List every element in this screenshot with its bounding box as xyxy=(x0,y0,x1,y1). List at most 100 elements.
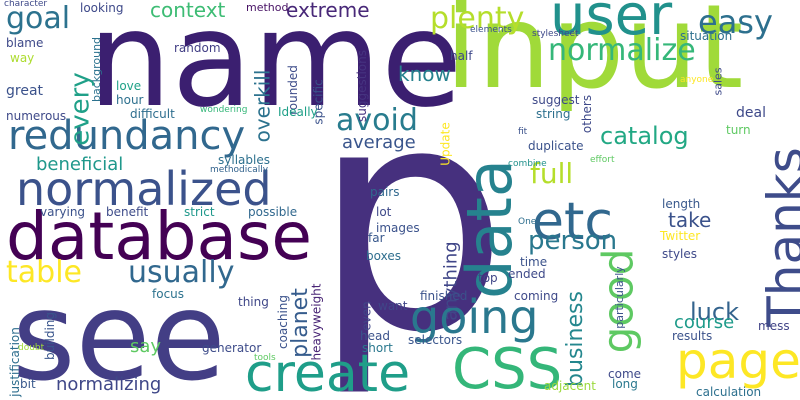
word: come xyxy=(608,367,642,381)
word: top xyxy=(478,271,498,285)
word: suggest xyxy=(532,93,580,107)
word: average xyxy=(342,132,416,153)
word: long xyxy=(612,377,638,391)
word: user xyxy=(550,0,673,48)
word: beneficial xyxy=(36,154,124,175)
word: luck xyxy=(690,298,739,326)
word: anyone xyxy=(680,75,714,85)
word: even xyxy=(359,301,374,331)
word: doubt xyxy=(18,343,45,353)
word: course xyxy=(674,312,735,333)
word: fit xyxy=(518,127,528,137)
word: pairs xyxy=(370,185,400,199)
word: context xyxy=(150,0,226,22)
word: difficult xyxy=(130,107,175,121)
word: suggestions xyxy=(354,50,369,122)
word: method xyxy=(246,1,289,14)
word: hour xyxy=(116,93,144,107)
word: want xyxy=(378,299,408,313)
word: see xyxy=(12,266,226,400)
word: blame xyxy=(6,36,44,50)
word: generator xyxy=(202,341,262,355)
word: results xyxy=(672,329,713,343)
word: plenty xyxy=(430,1,525,36)
word: input xyxy=(445,0,744,115)
word: Update xyxy=(438,122,453,166)
word: etc xyxy=(532,192,613,252)
word: business xyxy=(562,291,588,387)
word: create xyxy=(245,344,411,400)
word: particularly xyxy=(612,266,626,329)
word: coming xyxy=(514,289,559,303)
word: overkill xyxy=(250,69,275,143)
word: great xyxy=(6,83,44,99)
word: mess xyxy=(758,319,790,333)
word: elements xyxy=(470,25,512,35)
word: duplicate xyxy=(528,139,584,153)
word: string xyxy=(536,107,571,121)
word: person xyxy=(528,226,618,256)
word: avoid xyxy=(336,103,418,138)
word: know xyxy=(398,62,451,86)
word: goal xyxy=(6,1,71,36)
word: half xyxy=(450,49,473,63)
word: Ideally xyxy=(278,105,318,119)
word: others xyxy=(580,94,595,134)
word: focus xyxy=(152,287,185,301)
word: finished xyxy=(420,289,468,303)
word: CSS xyxy=(452,337,563,400)
word: deal xyxy=(736,105,766,121)
word: heavyweight xyxy=(309,283,324,361)
word: character xyxy=(4,0,48,9)
word: boxes xyxy=(366,249,401,263)
word: length xyxy=(662,197,701,211)
word: lot xyxy=(376,205,392,219)
word: catalog xyxy=(600,122,689,150)
word: table xyxy=(6,255,82,290)
word: bit xyxy=(20,377,36,391)
word: combine xyxy=(508,159,547,169)
word: p xyxy=(312,40,509,400)
word: say xyxy=(130,336,162,357)
word: page xyxy=(676,332,800,390)
word: One xyxy=(518,217,537,227)
word: take xyxy=(668,208,712,232)
word: selectors xyxy=(408,333,463,347)
word: normalize xyxy=(548,33,696,68)
word: anything xyxy=(440,241,462,321)
word: extreme xyxy=(286,0,370,22)
word: benefit xyxy=(106,205,149,219)
word: short xyxy=(362,341,393,355)
word: coaching xyxy=(276,294,291,350)
word: normalizing xyxy=(56,374,162,395)
word: building xyxy=(43,311,58,361)
word: possible xyxy=(248,205,298,219)
word: name xyxy=(88,0,463,137)
word: effort xyxy=(590,155,615,165)
word: Twitter xyxy=(660,229,701,243)
word: sales xyxy=(711,67,725,96)
word: turn xyxy=(726,123,751,137)
word: looking xyxy=(80,1,124,15)
word: Thanks xyxy=(756,147,800,327)
word: stylesheet xyxy=(532,29,579,39)
word: head xyxy=(360,329,390,343)
word: numerous xyxy=(6,109,67,123)
word: background xyxy=(90,36,104,103)
word: far xyxy=(368,231,385,245)
word: styles xyxy=(662,247,698,261)
word: usually xyxy=(128,255,235,290)
word: database xyxy=(6,198,312,275)
word: situation xyxy=(680,29,733,43)
word: love xyxy=(116,79,142,93)
word: ended xyxy=(508,267,546,281)
word: normalized xyxy=(16,162,272,216)
word: random xyxy=(174,41,221,55)
word: thing xyxy=(238,295,269,309)
word: adjacent xyxy=(544,379,596,393)
word: redundancy xyxy=(8,113,246,159)
word: way xyxy=(10,51,35,65)
word: syllables xyxy=(218,153,270,167)
word: methodically xyxy=(210,165,269,175)
